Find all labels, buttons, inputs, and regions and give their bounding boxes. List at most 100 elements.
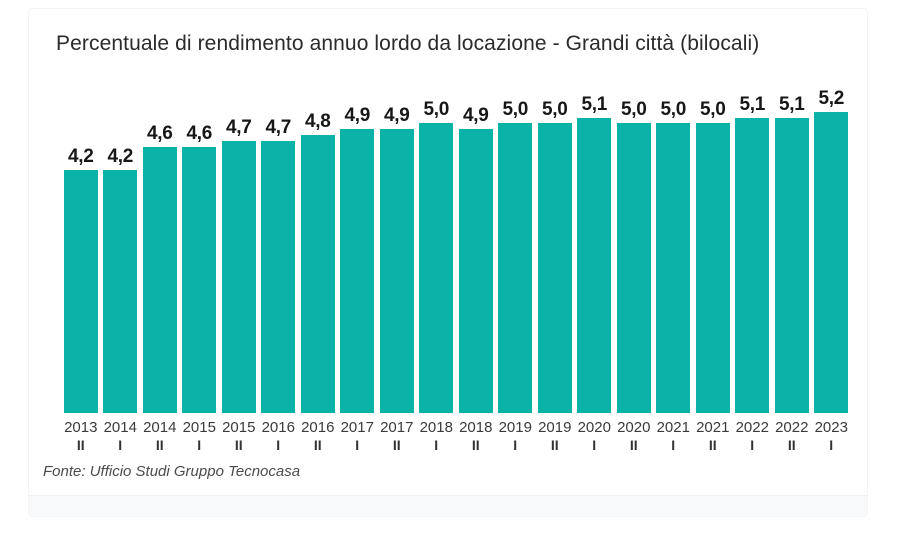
bar-column: 5,1 bbox=[733, 77, 773, 413]
x-axis-label: 2020 I bbox=[575, 418, 615, 454]
x-axis-year: 2021 bbox=[656, 419, 690, 436]
x-axis-label: 2021 I bbox=[654, 418, 694, 454]
x-axis-year: 2022 bbox=[775, 419, 809, 436]
bar-column: 5,0 bbox=[654, 77, 694, 413]
x-axis-semester: I bbox=[592, 437, 597, 453]
bar-column: 5,0 bbox=[614, 77, 654, 413]
bar bbox=[261, 140, 296, 413]
bar bbox=[537, 123, 572, 413]
source-note: Fonte: Ufficio Studi Gruppo Tecnocasa bbox=[43, 463, 301, 480]
x-axis-year: 2018 bbox=[459, 419, 493, 436]
x-axis-semester: II bbox=[471, 437, 480, 453]
bar bbox=[695, 123, 730, 413]
x-axis-label: 2015 I bbox=[180, 418, 220, 454]
x-axis-label: 2022 II bbox=[772, 418, 812, 454]
bar-value-label: 4,2 bbox=[67, 145, 94, 167]
x-axis-label: 2018 I bbox=[417, 418, 457, 454]
x-axis-semester: I bbox=[513, 437, 518, 453]
x-axis-label: 2023 I bbox=[812, 418, 852, 454]
x-axis-year: 2015 bbox=[182, 419, 216, 436]
bar-value-label: 5,1 bbox=[581, 93, 607, 115]
bar-column: 5,2 bbox=[812, 77, 852, 413]
bar-value-label: 4,6 bbox=[146, 122, 173, 144]
x-axis-semester: I bbox=[671, 437, 676, 453]
x-axis-year: 2017 bbox=[340, 419, 374, 436]
bar-column: 5,0 bbox=[496, 77, 536, 413]
x-axis-semester: II bbox=[708, 437, 717, 453]
x-axis: 2013 II 2014 I 2014 II 2015 I 2015 II 2016 I 2016 II 2… bbox=[61, 418, 851, 454]
bar bbox=[774, 117, 809, 413]
x-axis-label: 2013 II bbox=[61, 418, 101, 454]
x-axis-year: 2016 bbox=[261, 419, 295, 436]
chart-title: Percentuale di rendimento annuo lordo da… bbox=[56, 32, 760, 55]
bar bbox=[656, 123, 691, 413]
bar-value-label: 4,2 bbox=[107, 145, 133, 167]
bar-column: 5,0 bbox=[693, 77, 733, 413]
x-axis-semester: II bbox=[392, 437, 401, 453]
chart-card: Percentuale di rendimento annuo lordo da… bbox=[28, 8, 868, 517]
bar bbox=[379, 129, 414, 413]
x-axis-label: 2015 II bbox=[219, 418, 259, 454]
bar-value-label: 5,1 bbox=[778, 93, 805, 115]
x-axis-year: 2014 bbox=[103, 419, 137, 436]
bar-value-label: 4,9 bbox=[344, 105, 370, 127]
x-axis-semester: I bbox=[434, 437, 439, 453]
x-axis-year: 2021 bbox=[696, 419, 730, 436]
x-axis-year: 2023 bbox=[814, 419, 848, 436]
bar-column: 4,9 bbox=[377, 77, 417, 413]
bar bbox=[142, 146, 177, 413]
bar-column: 5,1 bbox=[772, 77, 812, 413]
bar bbox=[182, 146, 217, 413]
x-axis-semester: II bbox=[787, 437, 796, 453]
x-axis-label: 2020 II bbox=[614, 418, 654, 454]
x-axis-semester: II bbox=[313, 437, 322, 453]
bar-value-label: 4,7 bbox=[265, 116, 291, 138]
x-axis-year: 2022 bbox=[735, 419, 769, 436]
x-axis-label: 2019 I bbox=[496, 418, 536, 454]
bar-column: 4,7 bbox=[259, 77, 299, 413]
bar bbox=[458, 129, 493, 413]
bar-value-label: 4,9 bbox=[383, 105, 410, 127]
bar-value-label: 4,9 bbox=[462, 105, 489, 127]
footer-strip bbox=[29, 495, 867, 516]
bar bbox=[735, 117, 770, 413]
bar-column: 4,9 bbox=[338, 77, 378, 413]
x-axis-semester: I bbox=[829, 437, 834, 453]
bar bbox=[577, 117, 612, 413]
bar-value-label: 5,2 bbox=[818, 87, 844, 109]
x-axis-semester: II bbox=[629, 437, 638, 453]
x-axis-year: 2020 bbox=[617, 419, 651, 436]
bar bbox=[103, 169, 138, 413]
x-axis-label: 2017 I bbox=[338, 418, 378, 454]
x-axis-year: 2018 bbox=[419, 419, 453, 436]
bar-column: 5,0 bbox=[417, 77, 457, 413]
bar bbox=[419, 123, 454, 413]
x-axis-year: 2015 bbox=[222, 419, 256, 436]
bar-column: 4,7 bbox=[219, 77, 259, 413]
x-axis-label: 2017 II bbox=[377, 418, 417, 454]
bar-column: 4,9 bbox=[456, 77, 496, 413]
x-axis-semester: II bbox=[234, 437, 243, 453]
x-axis-label: 2018 II bbox=[456, 418, 496, 454]
x-axis-label: 2022 I bbox=[733, 418, 773, 454]
bar-column: 4,8 bbox=[298, 77, 338, 413]
x-axis-label: 2016 II bbox=[298, 418, 338, 454]
bar-column: 5,1 bbox=[575, 77, 615, 413]
bar-column: 4,2 bbox=[61, 77, 101, 413]
x-axis-year: 2019 bbox=[498, 419, 532, 436]
x-axis-year: 2020 bbox=[577, 419, 611, 436]
bar bbox=[340, 129, 375, 413]
bar bbox=[300, 134, 335, 413]
x-axis-semester: II bbox=[550, 437, 559, 453]
x-axis-label: 2021 II bbox=[693, 418, 733, 454]
x-axis-semester: I bbox=[118, 437, 123, 453]
x-axis-label: 2014 I bbox=[101, 418, 141, 454]
bar-chart-plot-area: 4,2 4,2 4,6 4,6 4,7 4,7 4,8 4,9 4,9 5,0 4,9 5,0 5,0 5… bbox=[61, 77, 851, 413]
bar-value-label: 5,0 bbox=[660, 99, 686, 121]
x-axis-semester: I bbox=[355, 437, 360, 453]
x-axis-semester: I bbox=[197, 437, 202, 453]
bar-value-label: 5,0 bbox=[699, 99, 726, 121]
bar-value-label: 5,0 bbox=[423, 99, 449, 121]
bar-value-label: 5,0 bbox=[502, 99, 528, 121]
x-axis-year: 2013 bbox=[64, 419, 98, 436]
